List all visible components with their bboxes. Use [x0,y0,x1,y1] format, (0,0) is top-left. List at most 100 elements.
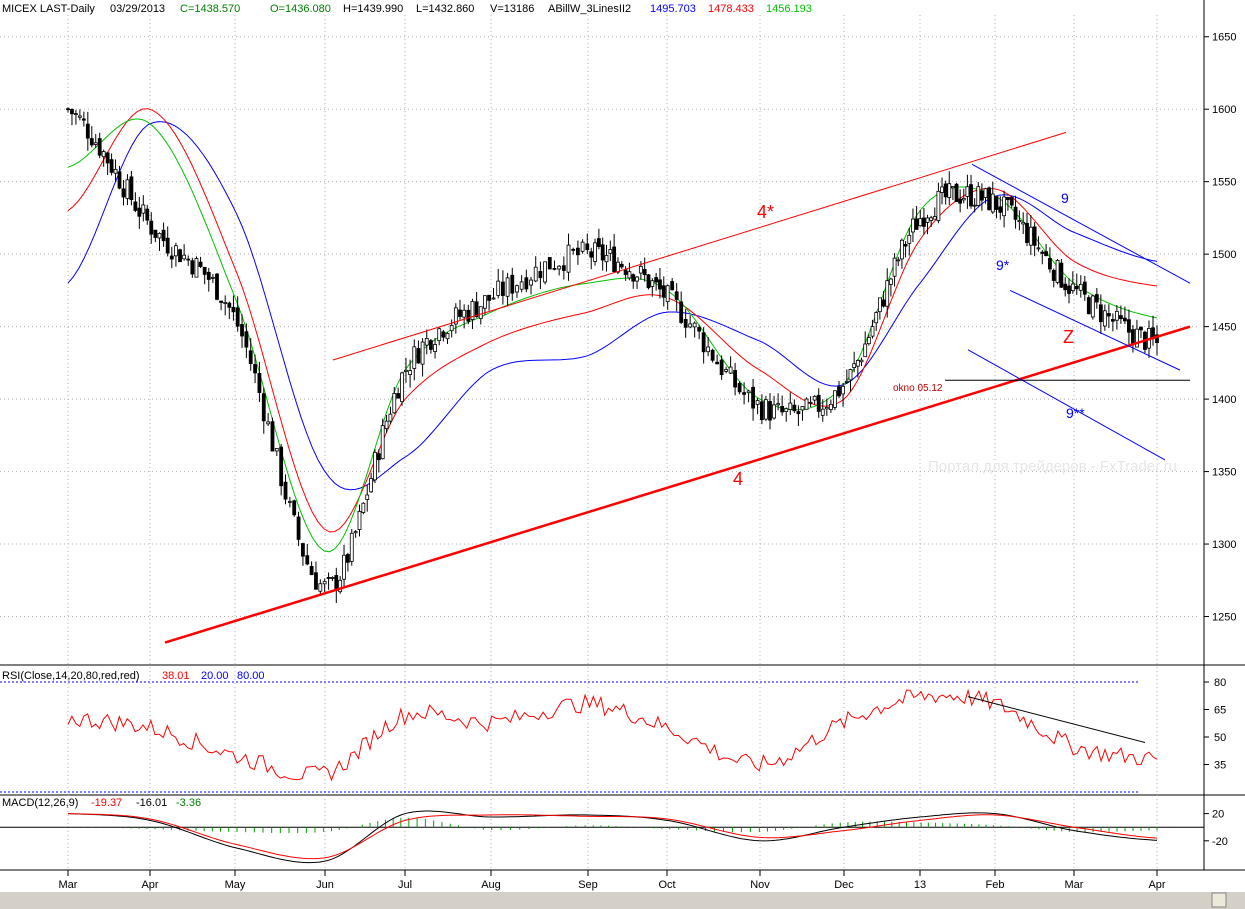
candle-body [604,254,609,263]
candle-body [510,274,515,294]
candle-body [349,532,354,562]
candle-body [855,360,860,367]
candle-body [1055,259,1060,283]
trendline-9star [1009,289,1181,371]
candle-body [210,276,215,279]
rsi-header-low: 20.00 [201,670,229,682]
x-tick-label: Dec [834,879,854,891]
candle-body [994,196,999,210]
candle-body [990,193,995,213]
x-tick-label: Apr [141,879,158,891]
candle-body [345,554,350,563]
x-tick-label: May [225,879,246,891]
candle-body [1006,196,1010,201]
candle-body [274,448,279,452]
y-tick-label: 1250 [1212,612,1236,624]
rsi-divergence-line [967,696,1146,743]
candle-body [533,266,538,282]
candle-body [1074,285,1079,290]
candle-body [1139,326,1143,331]
candle-body [701,332,706,353]
candle-body [751,386,755,409]
candle-body [141,204,146,214]
candle-body [261,393,266,422]
ma-line-blue [67,121,1158,491]
candle-body [870,326,875,337]
candle-body [373,451,377,481]
x-tick-label: Nov [750,879,770,891]
rsi-line [67,688,1158,782]
candle-body [881,299,886,307]
candle-body [206,271,211,280]
candle-body [888,278,893,285]
candle-body [416,348,421,364]
candle-body [719,359,724,376]
x-tick-label: Jul [398,879,412,891]
candle-body [1135,328,1139,348]
candle-body [918,218,923,227]
candle-body [474,301,479,318]
header-high: H=1439.990 [343,3,403,15]
candle-body [566,244,571,273]
candle-body [1017,220,1022,223]
candle-body [852,363,857,369]
candle-body [1036,247,1041,250]
candle-body [627,271,632,279]
candle-body [1106,313,1111,317]
candle-body [458,309,462,317]
header-symbol: MICEX LAST-Daily [2,3,95,15]
y-tick-label: 1550 [1212,177,1236,189]
candle-body [600,244,605,261]
y-tick-label: 1450 [1212,322,1236,334]
candle-body [338,579,343,593]
candle-body [877,297,882,313]
candle-body [178,249,182,263]
candle-body [496,280,501,296]
candle-body [424,337,429,346]
candle-body [1094,294,1099,303]
candle-body [616,261,620,273]
candle-body [961,198,966,201]
candle-body [318,583,323,592]
candle-body [623,269,628,275]
candle-body [85,123,90,139]
candle-body [445,333,450,340]
candle-body [1118,315,1123,319]
candle-body [326,577,331,579]
candle-body [66,108,70,111]
candle-body [929,217,934,221]
candle-body [125,179,130,199]
candle-body [342,554,346,580]
rsi-header-label: RSI(Close,14,20,80,red,red) [2,670,140,682]
candle-body [266,421,271,425]
candle-body [270,421,275,452]
candle-body [441,331,446,338]
candle-body [137,207,142,217]
trendline-9dstar [967,349,1166,461]
rsi-tick-label: 35 [1214,760,1226,772]
candle-body [1123,317,1127,322]
candle-body [478,306,483,320]
rsi-tick-label: 80 [1214,677,1226,689]
candle-body [1028,226,1033,246]
horizontal-scrollbar[interactable] [0,892,1245,909]
candle-body [833,390,837,408]
candle-body [954,183,959,202]
candle-body [400,372,404,403]
candle-body [1090,295,1095,318]
candle-body [388,413,393,422]
candle-body [772,404,776,419]
scroll-right-button[interactable] [1211,892,1227,908]
candle-body [755,400,760,405]
x-axis: Mar Apr May Jun Jul Aug Sep Oct Nov Dec 13 Feb Mar Ap… [59,870,1166,891]
candle-body [585,243,590,251]
candle-body [529,279,533,286]
candle-body [1067,285,1071,294]
candle-body [780,406,785,413]
candle-body [679,301,684,323]
macd-signal-line [67,813,1158,860]
candle-body [296,516,301,540]
candle-body [746,390,751,394]
candle-body [661,285,666,298]
candle-body [412,346,417,369]
